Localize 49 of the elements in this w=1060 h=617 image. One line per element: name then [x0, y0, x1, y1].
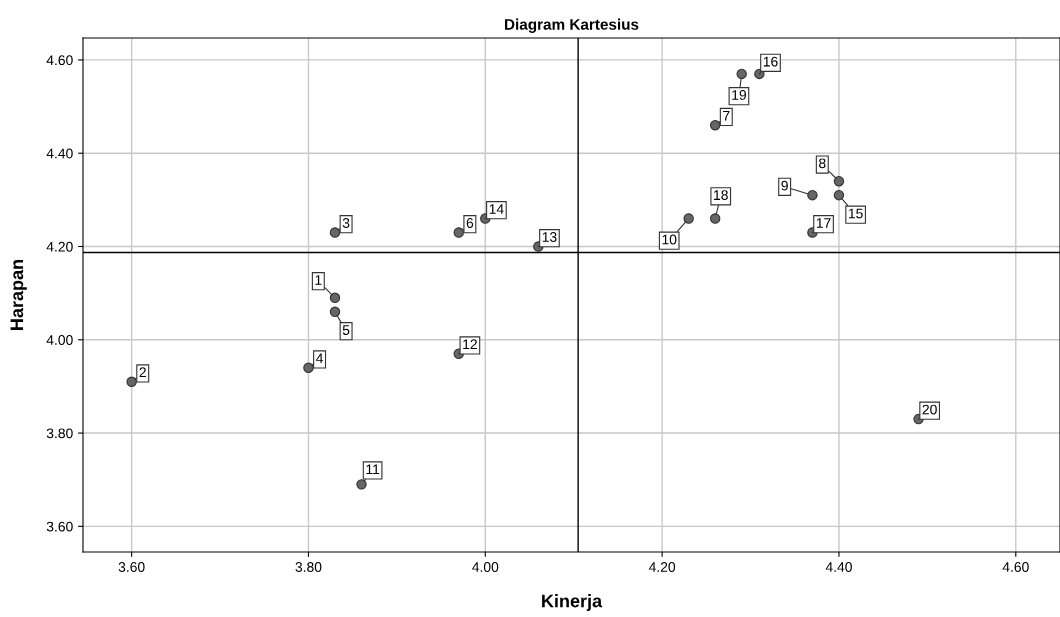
- annotation: 2: [139, 367, 146, 378]
- point: [303, 362, 314, 373]
- point: [126, 376, 137, 387]
- annotation: 7: [723, 110, 730, 121]
- y-tick-label: 3.60: [46, 521, 73, 532]
- point: [329, 292, 341, 304]
- annotation: 5: [342, 325, 350, 335]
- x-tick-label: 4.40: [825, 562, 852, 572]
- x-tick-label: 3.60: [118, 562, 145, 572]
- point: [356, 479, 367, 490]
- x-tick-label: 4.20: [648, 562, 676, 572]
- annotation: 17: [816, 218, 831, 228]
- point: [709, 120, 721, 131]
- annotation: 3: [342, 218, 350, 228]
- point: [736, 68, 747, 80]
- chart-title: Diagram Kartesius: [505, 18, 639, 33]
- point: [329, 306, 341, 318]
- y-tick-label: 4.00: [46, 335, 73, 345]
- annotation: 11: [366, 464, 380, 475]
- annotation: 6: [466, 218, 474, 228]
- y-tick-label: 4.40: [46, 148, 73, 159]
- annotation: 1: [315, 275, 322, 285]
- annotation: 19: [732, 90, 746, 100]
- annotation: 18: [714, 190, 728, 201]
- y-tick-label: 3.80: [46, 428, 73, 439]
- y-axis-title: Harapan: [10, 259, 27, 330]
- point: [453, 227, 464, 238]
- annotation: 10: [662, 234, 677, 245]
- annotation: 13: [542, 232, 557, 242]
- annotation: 9: [781, 180, 788, 191]
- point: [833, 189, 845, 201]
- annotation: 12: [463, 339, 477, 350]
- x-tick-label: 4.00: [472, 562, 499, 572]
- y-tick-label: 4.20: [46, 241, 73, 252]
- annotation: 20: [922, 404, 937, 415]
- point: [683, 213, 694, 224]
- annotation: 14: [489, 204, 504, 214]
- annotation: 8: [819, 158, 826, 169]
- point: [329, 227, 341, 238]
- point: [833, 175, 845, 187]
- point: [709, 213, 721, 224]
- annotation: 4: [316, 353, 324, 364]
- y-tick-label: 4.60: [46, 55, 73, 66]
- x-tick-label: 4.60: [1002, 562, 1029, 572]
- x-tick-label: 3.80: [295, 562, 322, 572]
- annotation: 16: [763, 56, 778, 67]
- annotation: 15: [848, 208, 863, 219]
- x-axis-title: Kinerja: [542, 594, 603, 611]
- point: [807, 189, 818, 201]
